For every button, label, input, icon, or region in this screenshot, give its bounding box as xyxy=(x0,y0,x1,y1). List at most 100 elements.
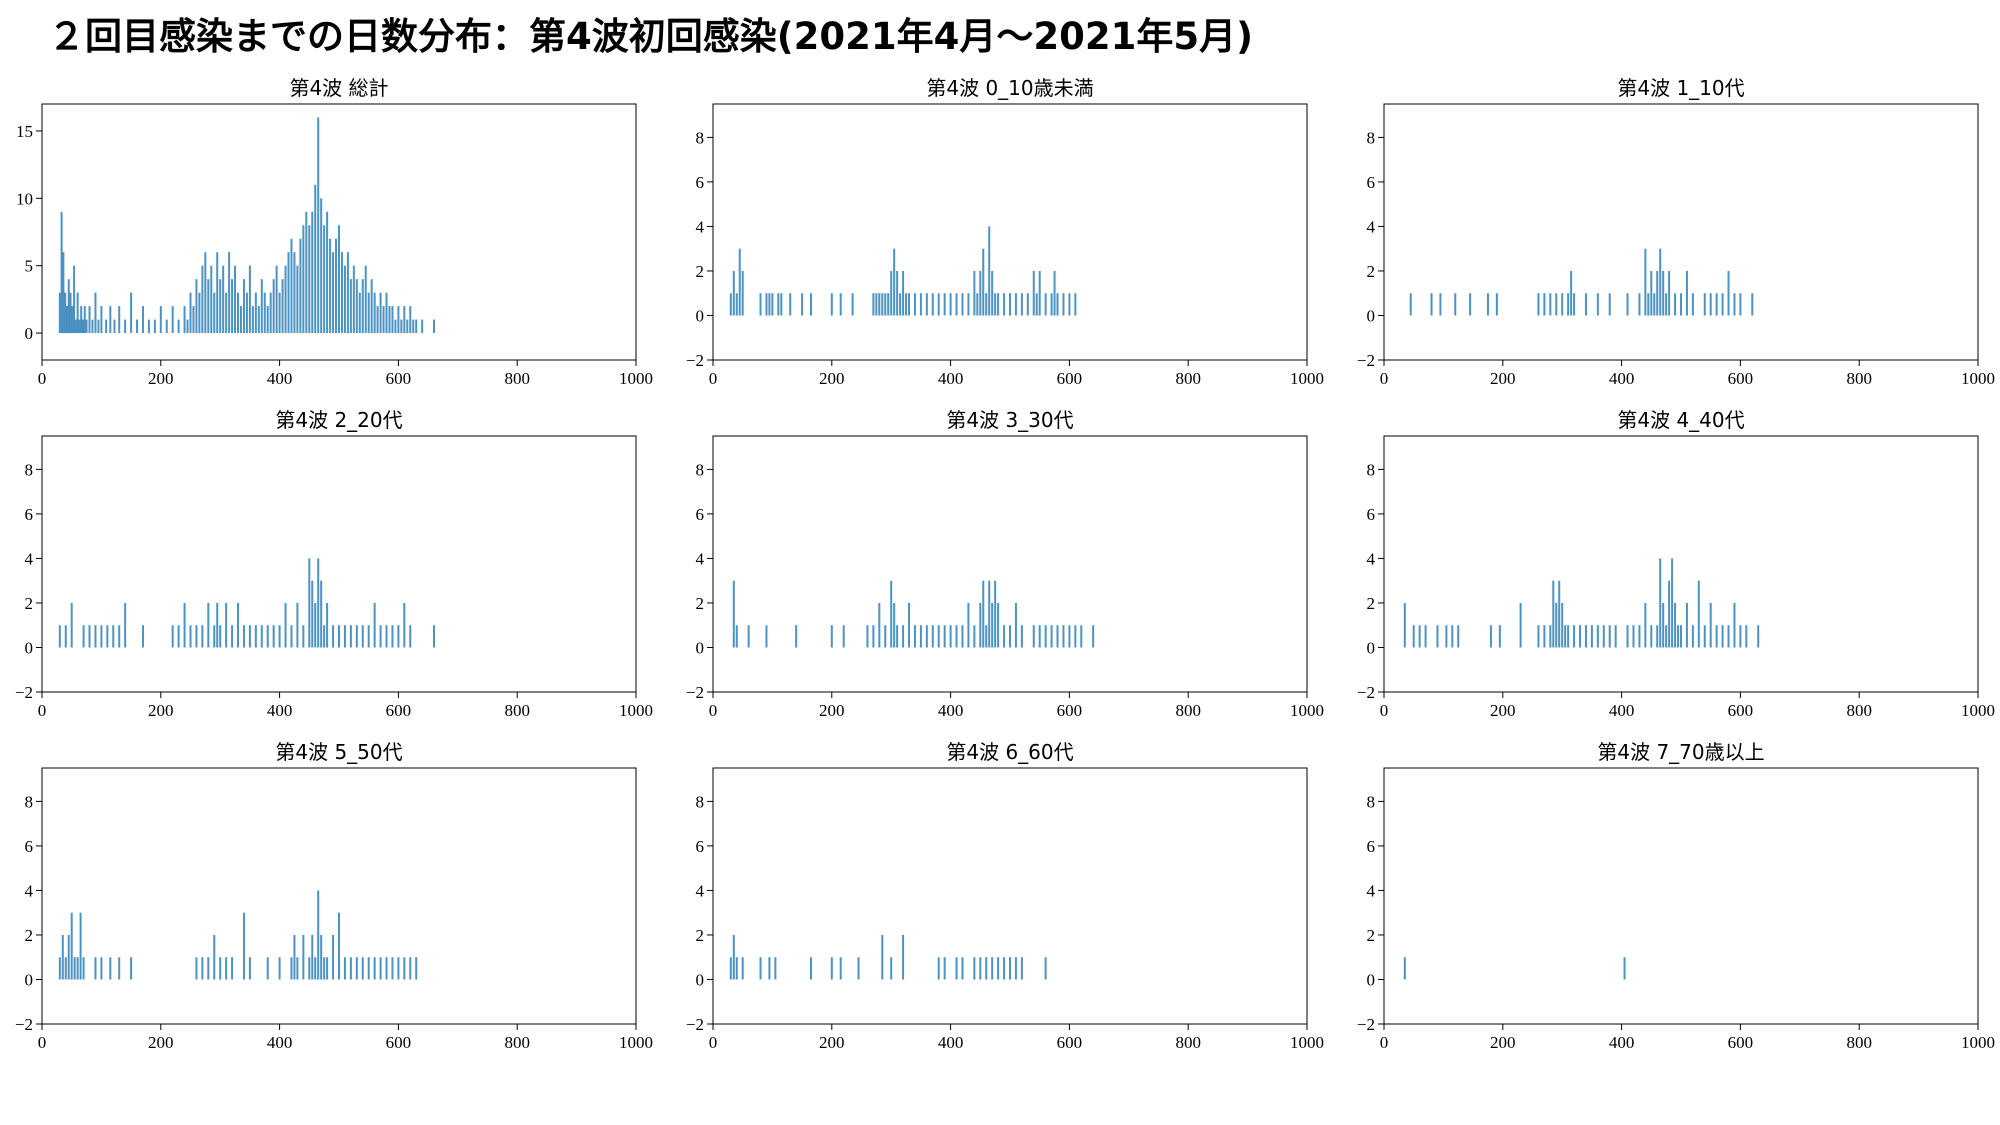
bar xyxy=(231,625,234,648)
bar xyxy=(335,238,338,334)
axes-frame xyxy=(712,767,1308,1025)
bar xyxy=(830,625,833,648)
y-tick-label: 4 xyxy=(1367,217,1376,236)
bar xyxy=(795,625,798,648)
bar xyxy=(1691,625,1694,648)
x-tick-label: 600 xyxy=(1057,369,1083,388)
bar xyxy=(118,625,121,648)
bar xyxy=(997,293,1000,316)
bar xyxy=(355,957,358,980)
y-tick-label: 6 xyxy=(25,837,34,856)
bar xyxy=(973,957,976,980)
bar xyxy=(777,293,780,316)
bar xyxy=(64,957,67,980)
x-tick-label: 200 xyxy=(148,1033,174,1052)
bar xyxy=(1561,293,1564,316)
bar xyxy=(919,293,922,316)
x-tick-label: 600 xyxy=(1057,701,1083,720)
bar xyxy=(78,319,81,334)
x-tick-label: 0 xyxy=(1380,1033,1389,1052)
x-tick-label: 600 xyxy=(1728,701,1754,720)
bar xyxy=(1489,625,1492,648)
bar xyxy=(302,934,305,980)
bar xyxy=(415,319,418,334)
bar xyxy=(198,292,201,334)
bar xyxy=(1035,293,1038,316)
bar xyxy=(1647,293,1650,316)
subplot-title: 第4波 4_40代 xyxy=(1617,408,1744,432)
bar xyxy=(899,293,902,316)
bar xyxy=(183,602,186,648)
bar xyxy=(65,306,68,334)
bar xyxy=(1579,625,1582,648)
bar xyxy=(201,265,204,334)
bar xyxy=(982,248,985,316)
y-tick-label: −2 xyxy=(1357,351,1375,370)
y-tick-label: 6 xyxy=(25,505,34,524)
bar xyxy=(1626,293,1629,316)
y-tick-label: 6 xyxy=(1367,173,1376,192)
bar xyxy=(1590,625,1593,648)
y-tick-label: 4 xyxy=(696,881,705,900)
y-tick-label: 4 xyxy=(1367,881,1376,900)
bar xyxy=(961,957,964,980)
bar xyxy=(400,319,403,334)
bar xyxy=(370,279,373,334)
y-tick-label: 0 xyxy=(25,970,34,989)
bar xyxy=(1626,625,1629,648)
bar xyxy=(69,292,72,334)
bar xyxy=(1733,293,1736,316)
bar xyxy=(403,957,406,980)
bar xyxy=(100,306,103,334)
bar xyxy=(248,957,251,980)
bar xyxy=(1668,270,1671,316)
bar xyxy=(1703,625,1706,648)
x-tick-label: 600 xyxy=(386,1033,412,1052)
bar xyxy=(352,265,355,334)
y-tick-label: 4 xyxy=(25,549,34,568)
bar xyxy=(225,957,228,980)
x-tick-label: 0 xyxy=(709,369,718,388)
subplot-5: 第4波 3_30代 0 200 400 600 800 1000 −2 0 2 4 6 8 xyxy=(686,408,1324,720)
y-tick-label: −2 xyxy=(686,1015,704,1034)
bar xyxy=(997,602,1000,648)
bar xyxy=(1080,625,1083,648)
bar xyxy=(872,625,875,648)
bar xyxy=(1543,293,1546,316)
bar xyxy=(985,293,988,316)
bar xyxy=(925,293,928,316)
y-tick-label: −2 xyxy=(15,683,33,702)
bar xyxy=(896,625,899,648)
bar xyxy=(979,602,982,648)
y-tick-label: 4 xyxy=(1367,549,1376,568)
bar xyxy=(231,957,234,980)
bar xyxy=(248,625,251,648)
bar xyxy=(955,293,958,316)
y-tick-label: 8 xyxy=(696,460,705,479)
bar xyxy=(905,293,908,316)
bar xyxy=(219,957,222,980)
bar xyxy=(1068,293,1071,316)
bar xyxy=(896,270,899,316)
bar xyxy=(213,292,216,334)
bar xyxy=(1050,293,1053,316)
bar xyxy=(67,934,70,980)
bar xyxy=(183,306,186,334)
bar xyxy=(189,625,192,648)
bar xyxy=(955,625,958,648)
bar xyxy=(881,293,884,316)
bar xyxy=(317,117,320,334)
bar xyxy=(251,306,254,334)
bar xyxy=(159,306,162,334)
x-tick-label: 200 xyxy=(1490,701,1516,720)
bar xyxy=(361,279,364,334)
y-tick-label: −2 xyxy=(15,1015,33,1034)
bar xyxy=(58,292,61,334)
bar xyxy=(130,292,133,334)
bar xyxy=(872,293,875,316)
bar xyxy=(1567,293,1570,316)
y-tick-label: 4 xyxy=(25,881,34,900)
bar xyxy=(382,306,385,334)
bar xyxy=(222,265,225,334)
bar xyxy=(1469,293,1472,316)
